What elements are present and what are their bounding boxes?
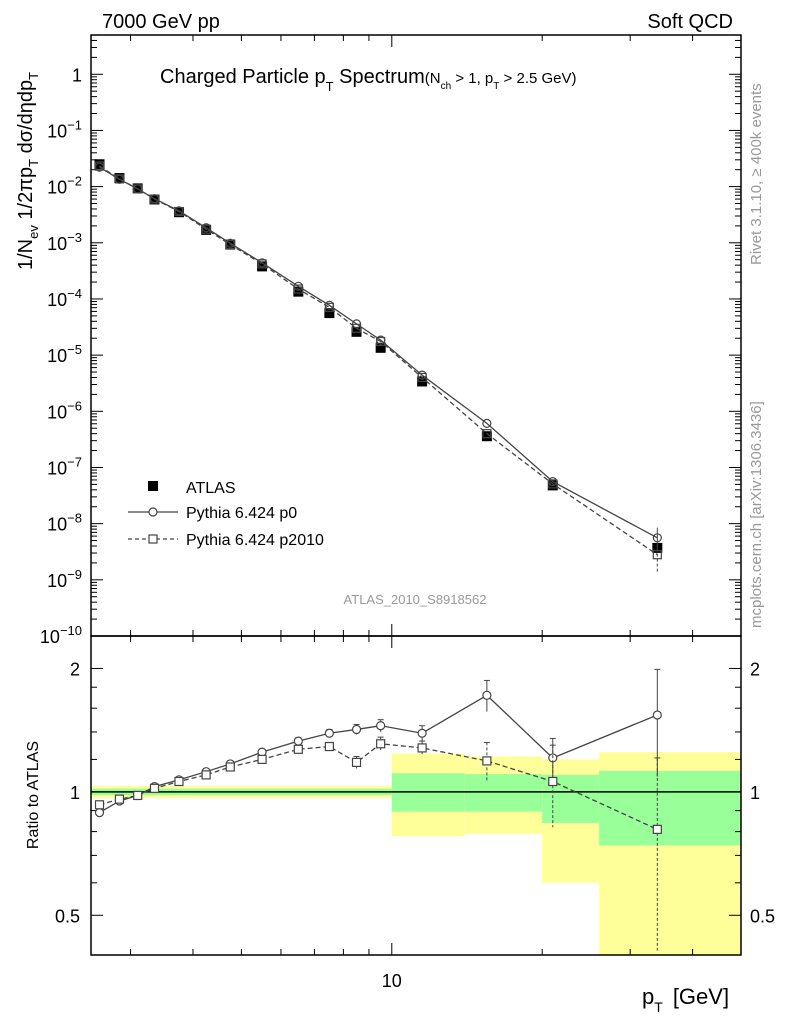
ratio-p0-point (376, 721, 386, 731)
ytick-label-main: 10−6 (47, 398, 82, 422)
p2010-point (376, 336, 386, 347)
ratio-p2010-point (149, 783, 160, 793)
p2010-point (257, 259, 267, 269)
xtick-label: 10 (382, 971, 402, 991)
p2010-point (94, 161, 105, 171)
ytick-label-main: 10−8 (47, 511, 82, 535)
ytick-label-main: 10−1 (47, 117, 82, 141)
spectrum-series (94, 159, 663, 572)
rivet-label: Rivet 3.1.10, ≥ 400k events (748, 83, 765, 265)
atlas-point (375, 342, 386, 353)
ytick-label-ratio-right: 2 (750, 659, 760, 679)
p2010-point (548, 479, 558, 489)
band-green-4 (599, 770, 741, 846)
p2010-point (293, 284, 303, 294)
ratio-p0-point (417, 728, 427, 738)
ytick-label-main: 10−3 (47, 230, 82, 254)
legend-marker-p0 (148, 507, 158, 517)
legend-label-p2010: Pythia 6.424 p2010 (186, 532, 324, 549)
ytick-label-main: 10−5 (47, 342, 82, 366)
ratio-p2010-point (174, 776, 184, 787)
p2010-point (201, 224, 211, 234)
series-line-1 (99, 166, 658, 539)
ytick-label-main: 1 (72, 65, 82, 85)
ratio-p2010-point (225, 762, 235, 772)
atlas-point (94, 159, 105, 170)
ratio-p0-point (482, 690, 492, 700)
ytick-label-main: 10−2 (47, 174, 82, 198)
ratio-p2010-point (351, 757, 362, 767)
p0-point (482, 418, 492, 428)
mcplots-label: mcplots.cern.ch [arXiv:1306.3436] (748, 401, 765, 628)
p2010-point (417, 372, 427, 383)
spectrum-axes: 1 10−1 10−2 10−3 10−4 10−5 10−6 10−7 10−8 10−9 10−… (40, 34, 741, 647)
spectrum-ylabel: 1/Nev 1/2πpT dσ/dηdpT (15, 72, 41, 270)
atlas-point (324, 308, 335, 319)
chart-title: Charged Particle pT Spectrum(Nch > 1, pT… (160, 66, 577, 94)
series-line-2 (99, 165, 658, 556)
ratio-p2010-point (114, 794, 125, 804)
ratio-line-0 (99, 694, 658, 814)
ratio-p2010-point (652, 824, 662, 834)
ratio-p2010-point (257, 754, 267, 765)
ytick-label-main: 10−7 (47, 454, 82, 478)
ytick-label-ratio-left: 1 (70, 783, 80, 803)
ratio-p0-point (293, 736, 303, 746)
atlas-point (293, 286, 304, 297)
p2010-point (225, 239, 235, 250)
legend-marker-p2010 (148, 534, 158, 544)
ratio-series (94, 668, 662, 951)
ytick-label-ratio-left: 0.5 (55, 906, 80, 926)
ratio-p2010-point (417, 743, 427, 753)
ytick-label-ratio-left: 2 (70, 659, 80, 679)
p2010-point (351, 323, 362, 333)
legend-marker-atlas (148, 481, 158, 491)
header-right: Soft QCD (647, 11, 733, 33)
ytick-label-main: 10−10 (40, 623, 82, 647)
ratio-p2010-point (94, 800, 105, 810)
header-left: 7000 GeV pp (102, 11, 220, 33)
ratio-axes: 10 0.5 0.5 1 1 2 2 (55, 35, 775, 991)
ratio-p2010-point (482, 756, 492, 766)
ratio-p0-point (652, 710, 662, 720)
p2010-point (114, 174, 125, 184)
ratio-p2010-point (548, 776, 558, 787)
ytick-label-main: 10−9 (47, 567, 82, 591)
ytick-label-ratio-right: 1 (750, 783, 760, 803)
band-green-2 (464, 774, 543, 812)
p2010-point (133, 184, 143, 194)
p2010-point (324, 302, 334, 312)
analysis-id: ATLAS_2010_S8918562 (344, 592, 487, 607)
atlas-point (114, 173, 125, 184)
legend: ATLAS Pythia 6.424 p0 Pythia 6.424 p2010 (128, 480, 324, 549)
ytick-label-ratio-right: 0.5 (750, 906, 775, 926)
p2010-point (149, 194, 160, 204)
ratio-p0-point (351, 724, 362, 735)
ratio-line-1 (99, 743, 658, 830)
p2010-point (174, 206, 184, 217)
ratio-p2010-point (293, 744, 303, 754)
p2010-point (482, 429, 492, 439)
ratio-p2010-point (201, 770, 211, 780)
ratio-p0-point (94, 808, 105, 818)
ratio-p2010-point (376, 739, 386, 749)
ratio-frame (90, 635, 742, 956)
legend-label-p0: Pythia 6.424 p0 (186, 505, 297, 522)
ratio-p2010-point (324, 741, 334, 752)
uncertainty-bands (91, 752, 741, 955)
ratio-ylabel: Ratio to ATLAS (25, 741, 42, 849)
legend-label-atlas: ATLAS (186, 480, 236, 497)
ratio-p0-point (324, 728, 334, 738)
xlabel: pT [GeV] (642, 984, 729, 1015)
ytick-label-main: 10−4 (47, 286, 82, 310)
atlas-point (481, 431, 492, 442)
ratio-p2010-point (133, 790, 143, 801)
